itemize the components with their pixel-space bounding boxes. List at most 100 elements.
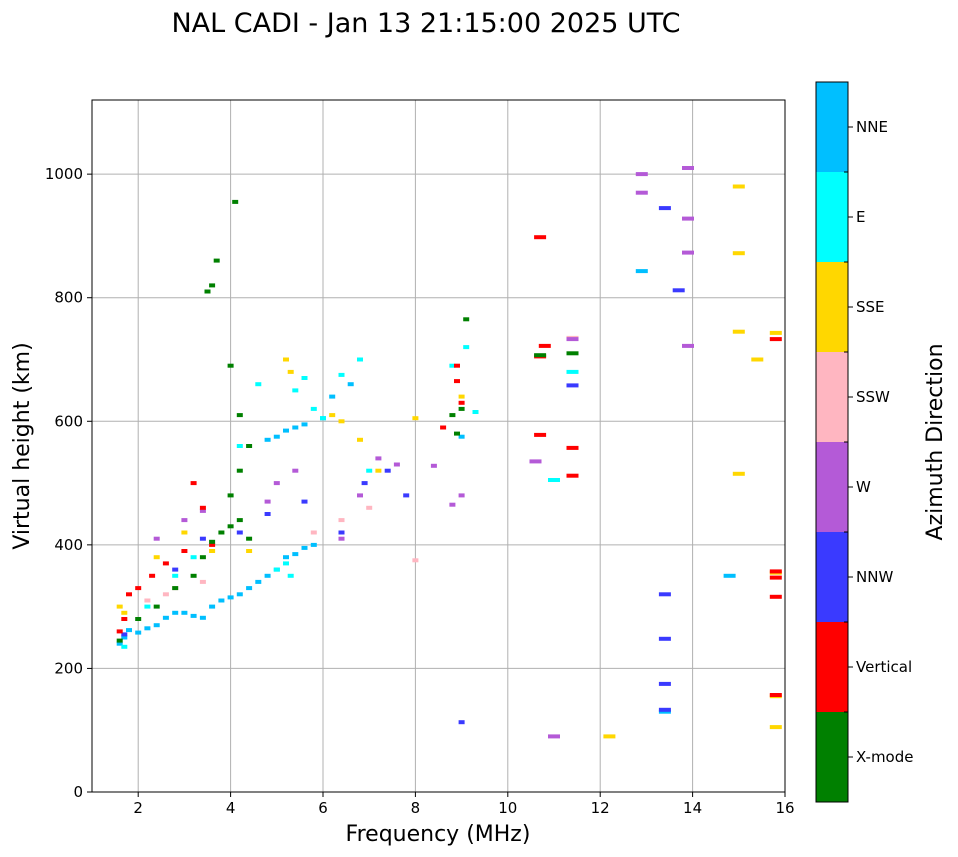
- data-point: [682, 343, 694, 348]
- y-tick-label: 200: [54, 659, 83, 677]
- data-point: [375, 456, 382, 461]
- data-point: [449, 413, 456, 418]
- data-point: [329, 394, 336, 399]
- data-point: [320, 416, 326, 421]
- data-point: [218, 530, 225, 535]
- data-point: [283, 555, 289, 560]
- data-point: [199, 615, 206, 620]
- data-point: [153, 604, 160, 609]
- colorbar-segment: [816, 262, 848, 352]
- data-point: [361, 481, 368, 486]
- data-point: [227, 595, 234, 600]
- data-point: [635, 190, 648, 195]
- data-point: [449, 363, 456, 368]
- data-point: [393, 462, 400, 467]
- x-tick-label: 8: [411, 799, 421, 817]
- y-tick-label: 1000: [45, 165, 83, 183]
- data-point: [472, 410, 479, 414]
- data-point: [116, 638, 123, 643]
- data-point: [246, 444, 253, 448]
- data-point: [732, 471, 745, 476]
- data-point: [264, 573, 271, 578]
- data-point: [190, 555, 197, 560]
- data-point: [144, 626, 151, 631]
- data-point: [338, 536, 345, 541]
- data-point: [458, 400, 465, 405]
- data-point: [190, 613, 197, 618]
- colorbar-segment: [816, 442, 848, 532]
- data-point: [635, 172, 648, 177]
- data-point: [412, 416, 419, 421]
- data-point: [264, 437, 271, 442]
- data-point: [236, 413, 243, 418]
- data-point: [566, 369, 579, 374]
- y-axis-ticks: 0 200 400 600 800 1000: [45, 165, 92, 801]
- data-point: [209, 539, 216, 544]
- data-point: [412, 558, 419, 563]
- data-point: [658, 636, 671, 641]
- data-point: [227, 493, 234, 498]
- data-point: [338, 530, 345, 535]
- data-point: [126, 628, 132, 633]
- colorbar-segment: [816, 352, 848, 442]
- data-point: [658, 681, 671, 686]
- data-point: [181, 518, 188, 523]
- data-point: [199, 555, 206, 560]
- data-point: [458, 493, 465, 498]
- y-tick-label: 800: [54, 289, 83, 307]
- data-point: [310, 406, 317, 411]
- data-point: [172, 586, 179, 591]
- data-point: [769, 594, 782, 599]
- data-point: [199, 508, 206, 513]
- data-point: [232, 199, 239, 204]
- data-point: [301, 499, 308, 504]
- data-point: [403, 493, 410, 498]
- colorbar-segment: [816, 532, 848, 622]
- data-point: [338, 518, 345, 523]
- colorbar-tick-label: NNW: [856, 568, 893, 586]
- data-point: [116, 604, 123, 609]
- colorbar-segment: [816, 712, 848, 802]
- data-point: [292, 388, 299, 393]
- data-point: [121, 635, 128, 640]
- data-point: [603, 734, 616, 739]
- data-point: [375, 468, 382, 473]
- data-point: [213, 258, 220, 263]
- data-point: [287, 369, 294, 374]
- data-point: [658, 592, 671, 597]
- data-point: [292, 425, 299, 430]
- data-point: [566, 383, 579, 388]
- data-point: [769, 330, 782, 335]
- data-point: [209, 542, 216, 547]
- data-point: [209, 604, 216, 609]
- data-point: [454, 379, 460, 384]
- plot-frame: [91, 99, 786, 793]
- data-point: [227, 363, 234, 368]
- data-point: [769, 337, 782, 342]
- data-point: [199, 579, 206, 584]
- data-point: [236, 592, 243, 597]
- y-tick-label: 400: [54, 536, 83, 554]
- data-point: [357, 493, 363, 498]
- data-point: [682, 216, 694, 221]
- x-tick-label: 16: [775, 799, 794, 817]
- x-axis-label: Frequency (MHz): [346, 822, 531, 847]
- data-point: [329, 413, 336, 418]
- colorbar-tick-label: W: [856, 478, 871, 496]
- grid-lines: [92, 100, 786, 793]
- colorbar-tick-label: NNE: [856, 118, 888, 136]
- data-point: [246, 536, 253, 541]
- data-point: [199, 505, 206, 510]
- data-point: [732, 329, 745, 334]
- data-point: [292, 468, 299, 473]
- data-point: [181, 610, 188, 615]
- data-point: [534, 432, 547, 437]
- colorbar-label: Azimuth Direction: [923, 343, 948, 540]
- data-point: [121, 632, 128, 637]
- x-tick-label: 4: [226, 799, 236, 817]
- data-point: [162, 561, 169, 566]
- data-point: [126, 592, 132, 597]
- data-point: [347, 382, 354, 387]
- data-point: [440, 425, 447, 430]
